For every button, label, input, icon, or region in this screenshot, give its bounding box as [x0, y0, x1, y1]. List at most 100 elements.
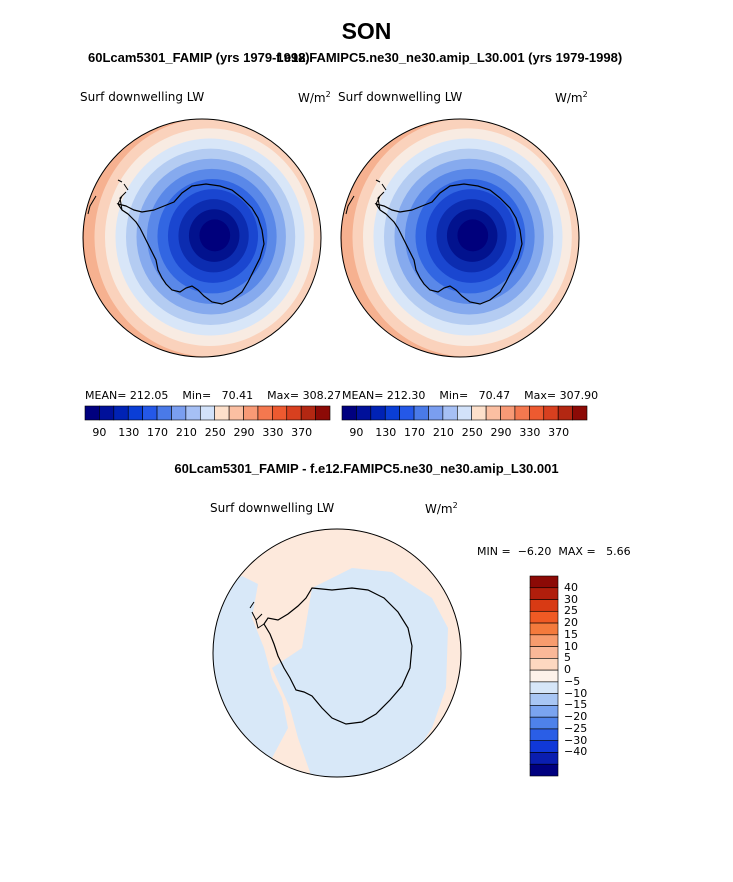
- page-title: SON: [341, 18, 392, 44]
- left-polar-map: [82, 118, 322, 358]
- colorbar-swatch: [300, 405, 316, 421]
- colorbar-swatch: [529, 740, 559, 753]
- right-colorbar: [341, 405, 588, 421]
- left-colorbar: [84, 405, 331, 421]
- colorbar-swatch: [529, 405, 545, 421]
- colorbar-swatch: [485, 405, 501, 421]
- colorbar-tick-label: 5: [564, 651, 571, 665]
- colorbar-swatch: [428, 405, 444, 421]
- colorbar-swatch: [529, 575, 559, 589]
- right-stats: MEAN= 212.30 Min= 70.47 Max= 307.90: [342, 389, 599, 402]
- colorbar-swatch: [228, 405, 244, 421]
- field-ring: [199, 219, 231, 252]
- colorbar-tick-label: −15: [564, 698, 588, 712]
- colorbar-tick-label: 290: [233, 426, 255, 439]
- right-peninsula-coastline: [375, 179, 387, 215]
- colorbar-swatch: [557, 405, 573, 421]
- colorbar-swatch: [529, 669, 559, 683]
- colorbar-tick-label: −20: [564, 710, 588, 724]
- right-antarctica-coastline: [374, 183, 523, 305]
- colorbar-swatch: [243, 405, 259, 421]
- colorbar-tick-label: 170: [404, 426, 426, 439]
- colorbar-swatch: [543, 405, 559, 421]
- colorbar-swatch: [199, 405, 216, 421]
- colorbar-swatch: [529, 658, 559, 671]
- colorbar-swatch: [529, 752, 559, 765]
- diff-antarctica-coastline: [263, 587, 413, 725]
- colorbar-tick-label: −25: [564, 721, 588, 735]
- colorbar-swatch: [514, 405, 530, 421]
- colorbar-tick-label: −30: [564, 733, 588, 747]
- colorbar-swatch: [572, 405, 588, 421]
- colorbar-swatch: [84, 405, 100, 421]
- colorbar-swatch: [456, 405, 473, 421]
- colorbar-tick-label: 370: [291, 426, 313, 439]
- colorbar-swatch: [185, 405, 201, 421]
- colorbar-tick-label: 90: [92, 426, 107, 439]
- diff-map-border: [212, 528, 462, 778]
- colorbar-tick-label: −40: [564, 745, 588, 759]
- colorbar-swatch: [529, 599, 559, 612]
- colorbar-tick-label: 90: [349, 426, 364, 439]
- right-map-border: [340, 118, 580, 358]
- colorbar-tick-label: 250: [461, 426, 483, 439]
- colorbar-swatch: [471, 405, 487, 421]
- colorbar-swatch: [214, 405, 230, 421]
- colorbar-tick-label: 370: [548, 426, 570, 439]
- colorbar-tick-label: 170: [147, 426, 169, 439]
- colorbar-swatch: [529, 728, 559, 742]
- colorbar-swatch: [529, 587, 559, 600]
- colorbar-swatch: [356, 405, 372, 421]
- colorbar-swatch: [442, 405, 458, 421]
- left-field-rings: [83, 119, 321, 357]
- colorbar-swatch: [529, 716, 559, 730]
- colorbar-tick-label: −10: [564, 686, 588, 700]
- diff-peninsula-coastline: [249, 601, 265, 629]
- colorbar-swatch: [529, 705, 559, 718]
- colorbar-swatch: [171, 405, 187, 421]
- colorbar-tick-label: 290: [490, 426, 512, 439]
- left-southamerica-coastline: [87, 195, 97, 215]
- colorbar-swatch: [529, 610, 559, 624]
- field-ring: [457, 219, 489, 252]
- colorbar-tick-label: 40: [564, 580, 578, 594]
- colorbar-swatch: [413, 405, 429, 421]
- colorbar-swatch: [529, 763, 559, 777]
- left-case-title: 60Lcam5301_FAMIP (yrs 1979-1998): [88, 50, 310, 65]
- left-peninsula-coastline: [117, 179, 129, 215]
- colorbar-swatch: [272, 405, 288, 421]
- colorbar-swatch: [142, 405, 158, 421]
- diff-minmax: MIN = −6.20 MAX = 5.66: [477, 545, 631, 558]
- colorbar-tick-label: 0: [564, 663, 571, 677]
- colorbar-swatch: [113, 405, 129, 421]
- left-units-label: W/m2: [298, 90, 331, 105]
- colorbar-swatch: [286, 405, 302, 421]
- colorbar-swatch: [384, 405, 400, 421]
- colorbar-swatch: [529, 634, 559, 647]
- diff-polar-map: [212, 528, 462, 778]
- colorbar-swatch: [399, 405, 415, 421]
- diff-colorbar: [529, 575, 559, 777]
- colorbar-swatch: [370, 405, 386, 421]
- colorbar-swatch: [156, 405, 172, 421]
- colorbar-swatch: [529, 693, 559, 706]
- colorbar-swatch: [257, 405, 273, 421]
- colorbar-tick-label: 30: [564, 592, 578, 606]
- right-field-label: Surf downwelling LW: [338, 90, 463, 104]
- colorbar-tick-label: 130: [118, 426, 140, 439]
- left-antarctica-coastline: [116, 183, 265, 305]
- colorbar-swatch: [529, 646, 559, 659]
- colorbar-swatch: [127, 405, 143, 421]
- colorbar-tick-label: 20: [564, 616, 578, 630]
- colorbar-tick-label: 15: [564, 627, 578, 641]
- left-map-border: [82, 118, 322, 358]
- left-stats: MEAN= 212.05 Min= 70.41 Max= 308.27: [85, 389, 342, 402]
- colorbar-swatch: [529, 681, 559, 694]
- colorbar-swatch: [529, 622, 559, 636]
- colorbar-tick-label: 250: [204, 426, 226, 439]
- diff-field-label: Surf downwelling LW: [210, 501, 335, 515]
- right-southamerica-coastline: [345, 195, 355, 215]
- colorbar-tick-label: 25: [564, 604, 578, 618]
- right-units-label: W/m2: [555, 90, 588, 105]
- right-polar-map: [340, 118, 580, 358]
